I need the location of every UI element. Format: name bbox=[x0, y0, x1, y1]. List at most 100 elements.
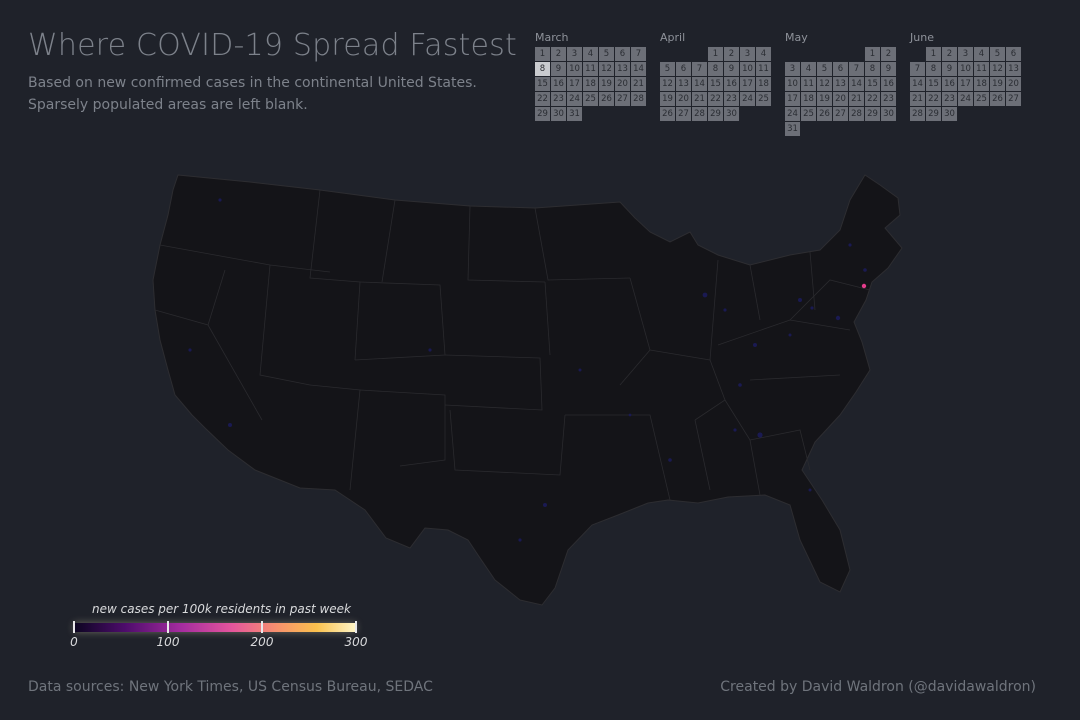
calendar-day[interactable]: 13 bbox=[676, 77, 691, 91]
calendar-day[interactable]: 13 bbox=[615, 62, 630, 76]
calendar-day[interactable]: 29 bbox=[535, 107, 550, 121]
calendar-day[interactable]: 28 bbox=[692, 107, 707, 121]
calendar-day[interactable]: 22 bbox=[708, 92, 723, 106]
calendar-day[interactable]: 23 bbox=[942, 92, 957, 106]
calendar-day[interactable]: 31 bbox=[567, 107, 582, 121]
calendar-day[interactable]: 30 bbox=[942, 107, 957, 121]
calendar-day[interactable]: 30 bbox=[881, 107, 896, 121]
calendar-day[interactable]: 12 bbox=[599, 62, 614, 76]
calendar-day[interactable]: 30 bbox=[724, 107, 739, 121]
calendar-day[interactable]: 23 bbox=[551, 92, 566, 106]
calendar-day[interactable]: 4 bbox=[974, 47, 989, 61]
calendar-day[interactable]: 1 bbox=[865, 47, 880, 61]
calendar-day[interactable]: 27 bbox=[1006, 92, 1021, 106]
calendar-day[interactable]: 17 bbox=[567, 77, 582, 91]
calendar-day[interactable]: 17 bbox=[958, 77, 973, 91]
calendar-day[interactable]: 6 bbox=[1006, 47, 1021, 61]
calendar-day[interactable]: 5 bbox=[660, 62, 675, 76]
calendar-day[interactable]: 9 bbox=[942, 62, 957, 76]
calendar-day[interactable]: 16 bbox=[942, 77, 957, 91]
calendar-day[interactable]: 3 bbox=[567, 47, 582, 61]
calendar-day[interactable]: 22 bbox=[535, 92, 550, 106]
calendar-day[interactable]: 8 bbox=[535, 62, 550, 76]
calendar-day[interactable]: 14 bbox=[910, 77, 925, 91]
calendar-day[interactable]: 20 bbox=[833, 92, 848, 106]
calendar-day[interactable]: 1 bbox=[708, 47, 723, 61]
calendar-day[interactable]: 3 bbox=[785, 62, 800, 76]
calendar-day[interactable]: 28 bbox=[910, 107, 925, 121]
calendar-day[interactable]: 11 bbox=[801, 77, 816, 91]
calendar-day[interactable]: 21 bbox=[910, 92, 925, 106]
calendar-day[interactable]: 13 bbox=[1006, 62, 1021, 76]
calendar-day[interactable]: 25 bbox=[583, 92, 598, 106]
calendar-day[interactable]: 20 bbox=[1006, 77, 1021, 91]
calendar-day[interactable]: 10 bbox=[567, 62, 582, 76]
calendar-day[interactable]: 22 bbox=[926, 92, 941, 106]
calendar-day[interactable]: 15 bbox=[708, 77, 723, 91]
calendar-day[interactable]: 26 bbox=[599, 92, 614, 106]
calendar-day[interactable]: 6 bbox=[833, 62, 848, 76]
calendar-day[interactable]: 18 bbox=[801, 92, 816, 106]
calendar-day[interactable]: 16 bbox=[881, 77, 896, 91]
calendar-day[interactable]: 7 bbox=[849, 62, 864, 76]
calendar-day[interactable]: 26 bbox=[660, 107, 675, 121]
calendar-day[interactable]: 27 bbox=[615, 92, 630, 106]
calendar-day[interactable]: 14 bbox=[849, 77, 864, 91]
calendar-day[interactable]: 28 bbox=[631, 92, 646, 106]
calendar-day[interactable]: 6 bbox=[676, 62, 691, 76]
calendar-day[interactable]: 22 bbox=[865, 92, 880, 106]
calendar-day[interactable]: 20 bbox=[615, 77, 630, 91]
calendar-day[interactable]: 8 bbox=[708, 62, 723, 76]
calendar-day[interactable]: 19 bbox=[817, 92, 832, 106]
calendar-day[interactable]: 14 bbox=[692, 77, 707, 91]
calendar-day[interactable]: 23 bbox=[881, 92, 896, 106]
calendar-day[interactable]: 16 bbox=[724, 77, 739, 91]
calendar-day[interactable]: 24 bbox=[567, 92, 582, 106]
calendar-day[interactable]: 15 bbox=[865, 77, 880, 91]
calendar-day[interactable]: 9 bbox=[551, 62, 566, 76]
calendar-day[interactable]: 7 bbox=[910, 62, 925, 76]
calendar-day[interactable]: 2 bbox=[724, 47, 739, 61]
calendar-day[interactable]: 25 bbox=[756, 92, 771, 106]
calendar-day[interactable]: 10 bbox=[958, 62, 973, 76]
calendar-day[interactable]: 14 bbox=[631, 62, 646, 76]
calendar-day[interactable]: 8 bbox=[926, 62, 941, 76]
calendar-day[interactable]: 24 bbox=[785, 107, 800, 121]
calendar-day[interactable]: 12 bbox=[990, 62, 1005, 76]
calendar-day[interactable]: 3 bbox=[958, 47, 973, 61]
calendar-day[interactable]: 17 bbox=[785, 92, 800, 106]
calendar-day[interactable]: 25 bbox=[801, 107, 816, 121]
calendar-day[interactable]: 16 bbox=[551, 77, 566, 91]
calendar-day[interactable]: 1 bbox=[535, 47, 550, 61]
calendar-day[interactable]: 15 bbox=[535, 77, 550, 91]
calendar-day[interactable]: 28 bbox=[849, 107, 864, 121]
calendar-day[interactable]: 29 bbox=[708, 107, 723, 121]
calendar-day[interactable]: 26 bbox=[817, 107, 832, 121]
calendar-day[interactable]: 9 bbox=[724, 62, 739, 76]
calendar-day[interactable]: 5 bbox=[817, 62, 832, 76]
calendar-day[interactable]: 21 bbox=[692, 92, 707, 106]
calendar-day[interactable]: 2 bbox=[551, 47, 566, 61]
calendar-day[interactable]: 12 bbox=[817, 77, 832, 91]
calendar-day[interactable]: 2 bbox=[942, 47, 957, 61]
calendar-day[interactable]: 9 bbox=[881, 62, 896, 76]
calendar-day[interactable]: 4 bbox=[756, 47, 771, 61]
calendar-day[interactable]: 26 bbox=[990, 92, 1005, 106]
calendar-day[interactable]: 20 bbox=[676, 92, 691, 106]
calendar-day[interactable]: 19 bbox=[599, 77, 614, 91]
calendar-day[interactable]: 18 bbox=[756, 77, 771, 91]
calendar-day[interactable]: 18 bbox=[583, 77, 598, 91]
calendar-day[interactable]: 4 bbox=[801, 62, 816, 76]
calendar-day[interactable]: 4 bbox=[583, 47, 598, 61]
calendar-day[interactable]: 7 bbox=[692, 62, 707, 76]
calendar-day[interactable]: 11 bbox=[756, 62, 771, 76]
calendar-day[interactable]: 30 bbox=[551, 107, 566, 121]
calendar-day[interactable]: 25 bbox=[974, 92, 989, 106]
calendar-day[interactable]: 3 bbox=[740, 47, 755, 61]
calendar-day[interactable]: 10 bbox=[740, 62, 755, 76]
calendar-day[interactable]: 27 bbox=[833, 107, 848, 121]
calendar-day[interactable]: 29 bbox=[865, 107, 880, 121]
calendar-day[interactable]: 1 bbox=[926, 47, 941, 61]
calendar-day[interactable]: 6 bbox=[615, 47, 630, 61]
calendar-day[interactable]: 27 bbox=[676, 107, 691, 121]
